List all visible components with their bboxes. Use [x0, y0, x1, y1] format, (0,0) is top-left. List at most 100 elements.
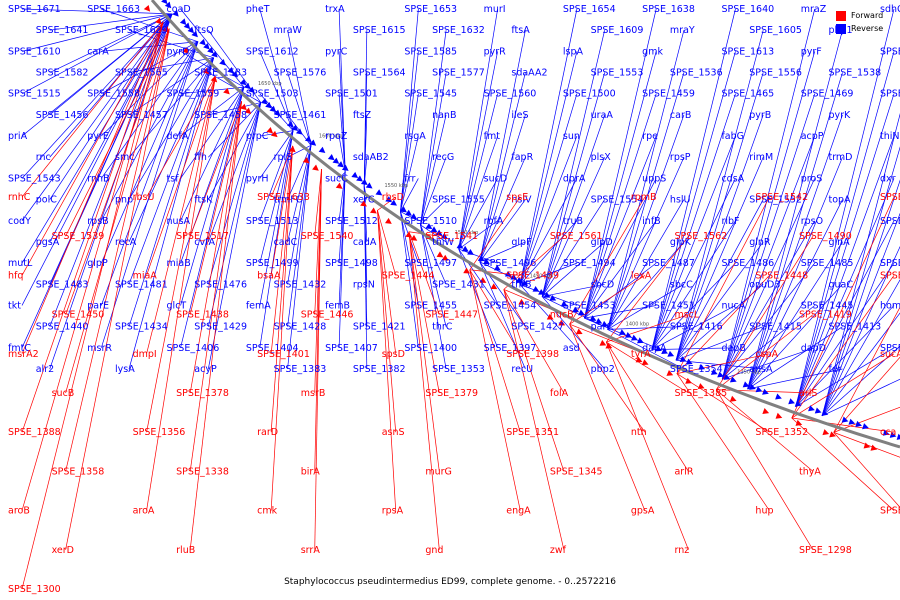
forward-leader-line: [676, 353, 770, 374]
forward-leader-line: [270, 145, 294, 354]
forward-gene-label: aroB: [8, 506, 30, 517]
reverse-leader-line: [21, 13, 173, 221]
reverse-gene-label: lysA: [115, 364, 135, 375]
reverse-leader-line: [607, 30, 685, 330]
reverse-leader-line: [259, 130, 294, 264]
reverse-gene-label: SPSE_1484: [880, 258, 900, 269]
reverse-gene-label: thiN: [880, 131, 900, 142]
reverse-gene-label: parC: [591, 322, 614, 333]
forward-leader-line: [146, 76, 216, 433]
reverse-gene-arrow: [862, 423, 869, 430]
reverse-gene-arrow: [755, 386, 763, 393]
reverse-leader-line: [584, 220, 657, 319]
reverse-gene-arrow: [425, 223, 433, 230]
reverse-gene-label: SPSE_1383: [274, 364, 327, 375]
reverse-leader-line: [607, 283, 685, 330]
forward-gene-arrow: [822, 429, 830, 436]
forward-leader-line: [270, 145, 294, 511]
reverse-gene-label: rnhB: [87, 173, 109, 184]
reverse-leader-line: [479, 199, 526, 262]
reverse-leader-line: [128, 57, 215, 285]
forward-gene-label: zwf: [550, 545, 567, 556]
reverse-gene-arrow: [239, 78, 247, 86]
forward-gene-label: spsE: [506, 192, 528, 203]
reverse-gene-arrow: [577, 309, 585, 316]
reverse-gene-label: pyrD: [167, 46, 190, 57]
reverse-gene-arrow: [841, 416, 849, 423]
forward-gene-arrow: [641, 359, 649, 366]
reverse-gene-label: femA: [246, 300, 271, 311]
reverse-gene-label: sdaAB2: [353, 152, 389, 163]
reverse-leader-line: [821, 113, 900, 416]
forward-leader-line: [408, 231, 440, 315]
forward-leader-line: [65, 28, 170, 550]
genome-backbone: [150, 0, 900, 449]
reverse-gene-arrow: [410, 213, 417, 220]
forward-leader-line: [791, 196, 895, 419]
reverse-leader-line: [721, 8, 816, 380]
reverse-gene-label: fmt: [484, 131, 501, 142]
forward-gene-label: rnhC: [8, 192, 31, 203]
reverse-leader-line: [400, 8, 419, 212]
reverse-gene-arrow: [595, 318, 603, 324]
reverse-leader-line: [400, 211, 419, 222]
reverse-gene-label: ftsA: [511, 25, 530, 36]
reverse-leader-line: [542, 283, 605, 297]
reverse-gene-arrow: [332, 157, 340, 164]
forward-gene-label: SPSE_1358: [52, 466, 105, 477]
reverse-gene-label: SPSE_1481: [115, 279, 168, 290]
forward-leader-line: [189, 101, 242, 394]
reverse-gene-label: uppS: [642, 173, 666, 184]
reverse-gene-label: thiW: [432, 237, 454, 248]
forward-gene-label: SPSE_1448: [755, 270, 808, 281]
reverse-gene-label: topA: [828, 195, 851, 206]
reverse-gene-arrow: [400, 206, 407, 213]
forward-leader-line: [503, 289, 565, 472]
forward-gene-label: gpsA: [631, 506, 655, 517]
forward-gene-label: asnS: [382, 427, 405, 438]
reverse-gene-label: asd: [563, 343, 580, 354]
reverse-leader-line: [21, 13, 173, 52]
reverse-leader-line: [458, 93, 498, 250]
reverse-gene-label: SPSE_1504: [880, 216, 900, 227]
forward-gene-arrow: [795, 419, 803, 426]
reverse-leader-line: [519, 262, 578, 285]
reverse-leader-line: [128, 57, 215, 327]
reverse-gene-label: ftsZ: [353, 110, 372, 121]
reverse-gene-arrow: [749, 383, 756, 390]
reverse-gene-arrow: [762, 388, 769, 395]
reverse-gene-label: SPSE_1640: [721, 4, 774, 15]
forward-gene-label: SPSE_1490: [799, 231, 852, 242]
reverse-leader-line: [420, 114, 447, 226]
reverse-gene-label: dxr: [880, 173, 896, 184]
reverse-gene-label: SPSE_1400: [404, 343, 457, 354]
reverse-gene-arrow: [430, 226, 438, 233]
reverse-leader-line: [747, 157, 843, 390]
reverse-gene-label: pyrF: [801, 46, 822, 57]
forward-leader-line: [676, 275, 770, 374]
reverse-gene-arrow: [164, 1, 172, 9]
reverse-gene-label: SPSE_1553: [591, 68, 644, 79]
forward-leader-line: [469, 269, 521, 511]
forward-gene-label: SPSE_1517: [176, 231, 229, 242]
reverse-gene-label: SPSE_1576: [274, 68, 327, 79]
reverse-gene-label: SPSE_1382: [353, 364, 406, 375]
reverse-gene-label: sun: [563, 131, 580, 142]
reverse-gene-arrow: [211, 51, 218, 58]
reverse-leader-line: [675, 72, 764, 361]
reverse-gene-arrow: [710, 368, 718, 375]
reverse-leader-line: [541, 114, 605, 297]
reverse-gene-label: codY: [8, 216, 31, 227]
reverse-gene-label: rsgA: [404, 131, 426, 142]
reverse-leader-line: [583, 8, 657, 319]
forward-leader-line: [469, 269, 521, 433]
reverse-leader-line: [795, 178, 895, 407]
reverse-gene-label: SPSE_1612: [246, 46, 299, 57]
reverse-gene-arrow: [808, 405, 815, 412]
forward-gene-arrow: [729, 395, 737, 402]
forward-leader-line: [377, 210, 397, 354]
forward-gene-label: SPSE_1356: [133, 427, 186, 438]
reverse-gene-label: ftsQ: [194, 25, 213, 36]
forward-gene-label: hup: [755, 506, 773, 517]
reverse-gene-label: SPSE_1461: [274, 110, 327, 121]
